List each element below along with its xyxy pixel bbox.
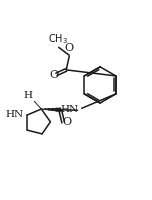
Text: H: H (24, 91, 33, 100)
Text: HN: HN (6, 110, 24, 119)
Text: O: O (62, 117, 71, 127)
Text: CH$_3$: CH$_3$ (48, 32, 68, 46)
Text: O: O (49, 70, 58, 80)
Text: HN: HN (61, 105, 79, 114)
Text: O: O (65, 43, 74, 53)
Polygon shape (41, 108, 60, 112)
